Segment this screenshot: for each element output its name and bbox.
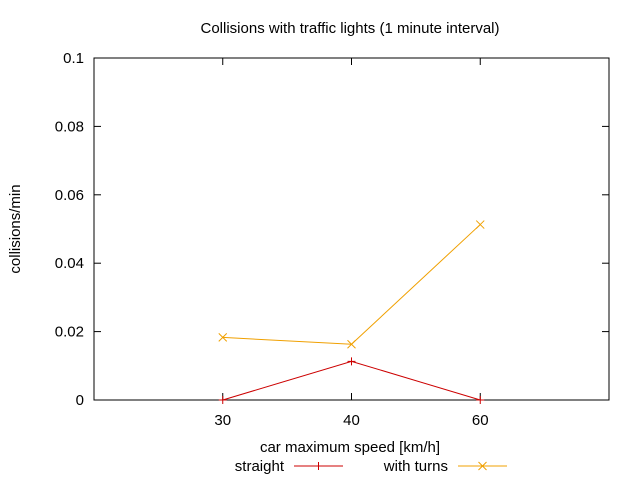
chart-title: Collisions with traffic lights (1 minute… <box>201 20 500 37</box>
x-tick-label: 30 <box>214 412 231 429</box>
series-line <box>222 224 481 345</box>
plot-frame <box>93 57 610 401</box>
legend-item-with-turns: with turns <box>383 458 507 475</box>
series-with-turns <box>218 220 485 349</box>
x-tick-label: 60 <box>472 412 489 429</box>
y-tick-label: 0.02 <box>55 324 84 341</box>
x-axis: 30 40 60 <box>214 58 489 429</box>
legend-label: with turns <box>383 458 448 475</box>
x-axis-label: car maximum speed [km/h] <box>260 439 440 456</box>
data-point-marker <box>218 333 228 342</box>
series-straight <box>218 357 485 404</box>
legend-item-straight: straight <box>235 458 343 475</box>
data-point-marker <box>314 462 323 470</box>
data-point-marker <box>218 396 227 404</box>
series-layer <box>218 220 485 404</box>
data-point-marker <box>478 461 487 471</box>
data-point-marker <box>476 396 485 404</box>
data-point-marker <box>347 357 356 366</box>
y-tick-label: 0.06 <box>55 187 84 204</box>
y-axis: 0 0.02 0.04 0.06 0.08 0.1 <box>55 50 609 409</box>
y-tick-label: 0.08 <box>55 118 84 135</box>
x-tick-label: 40 <box>343 412 360 429</box>
y-tick-label: 0.1 <box>63 50 84 67</box>
y-tick-label: 0 <box>76 392 84 409</box>
legend: straight with turns <box>235 458 507 475</box>
data-point-marker <box>347 339 356 349</box>
data-point-marker <box>475 220 485 229</box>
y-tick-label: 0.04 <box>55 255 84 272</box>
legend-label: straight <box>235 458 285 475</box>
y-axis-label: collisions/min <box>7 184 24 273</box>
